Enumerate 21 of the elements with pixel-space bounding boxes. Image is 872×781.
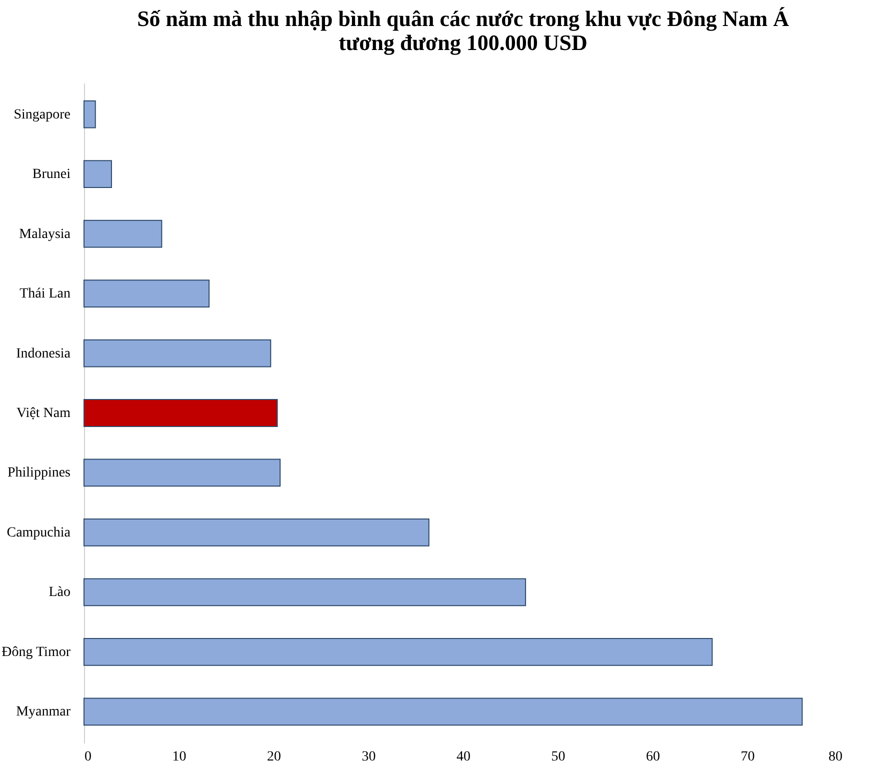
y-tick-label: Myanmar [16, 704, 71, 720]
x-tick-label: 10 [172, 750, 186, 764]
x-tick-label: 30 [362, 750, 376, 764]
x-tick-label: 60 [646, 750, 660, 764]
y-tick-label: Campuchia [6, 525, 72, 540]
y-tick-label: Thái Lan [20, 286, 70, 302]
x-tick-label: 40 [456, 750, 470, 764]
y-tick-label: Philippines [7, 466, 70, 481]
y-tick-label: Lào [48, 585, 70, 600]
y-tick-label: Indonesia [16, 346, 72, 362]
y-tick-label: Malaysia [19, 226, 72, 242]
chart-title: Số năm mà thu nhập bình quân các nước trong khu vực Đông Nam Á tương đương 100.000 USD [137, 6, 790, 55]
x-tick-label: 80 [828, 750, 842, 764]
x-tick-label: 20 [267, 750, 281, 764]
y-tick-label: Singapore [14, 107, 70, 122]
y-tick-label: Brunei [32, 167, 71, 182]
y-tick-label: Đông Timor [2, 644, 71, 660]
x-tick-label: 70 [740, 750, 755, 764]
x-tick-label: 50 [551, 750, 566, 764]
x-tick-label: 0 [84, 750, 92, 764]
y-tick-label: Việt Nam [16, 406, 71, 421]
